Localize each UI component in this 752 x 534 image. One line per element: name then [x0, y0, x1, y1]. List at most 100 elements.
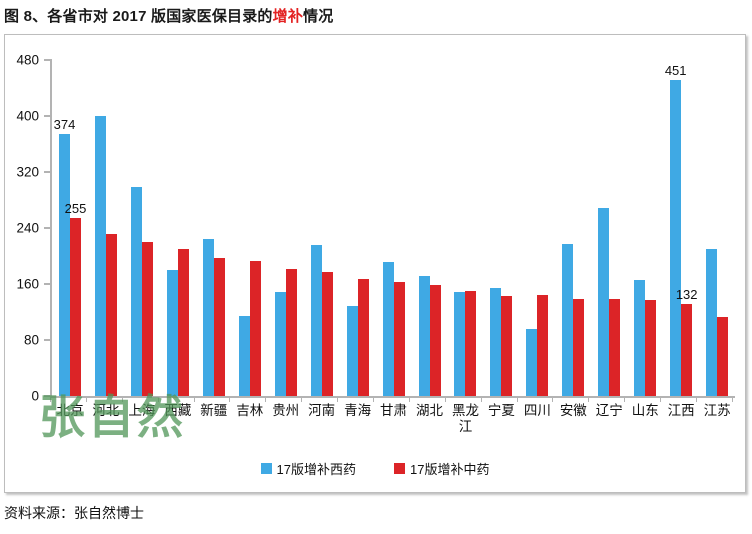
bar-tcm-甘肃: [393, 281, 405, 396]
bar-western-西藏: [166, 270, 178, 396]
bar-tcm-宁夏: [501, 295, 513, 396]
legend-item-western: 17版增补西药: [260, 459, 356, 478]
category-group-北京: 374 255: [52, 60, 88, 396]
x-axis-label-河北: 河北: [92, 403, 120, 418]
legend-item-tcm: 17版增补中药: [394, 459, 489, 478]
legend-swatch-western-icon: [260, 463, 272, 474]
y-tick-label-400: 400: [16, 108, 39, 124]
x-tick-mark: [87, 398, 123, 402]
x-tick-mark: [446, 398, 482, 402]
x-axis-label-四川: 四川: [523, 403, 551, 418]
x-axis-label-西藏: 西藏: [164, 403, 192, 418]
category-group-湖北: [412, 60, 448, 396]
bar-western-甘肃: [382, 261, 394, 396]
bar-tcm-新疆: [213, 258, 225, 396]
y-tick-label-240: 240: [16, 220, 39, 236]
x-axis-label-山东: 山东: [631, 403, 659, 418]
y-tick-mark: [44, 115, 52, 117]
bar-tcm-辽宁: [609, 299, 621, 396]
y-tick-label-320: 320: [16, 164, 39, 180]
bar-tcm-河南: [321, 272, 333, 396]
legend-swatch-tcm-icon: [394, 463, 405, 474]
x-axis-label-江苏: 江苏: [703, 403, 731, 418]
x-axis-label-吉林: 吉林: [236, 403, 264, 418]
bar-western-辽宁: [598, 207, 610, 396]
category-group-河北: [88, 60, 124, 396]
plot-area: 374 255 451 132: [44, 59, 735, 398]
data-label-北京-255: 255: [64, 200, 87, 216]
chart-title-highlight: 增补: [272, 8, 304, 25]
x-tick-mark: [625, 398, 662, 402]
bar-tcm-山东: [645, 300, 657, 396]
x-axis-label-河南: 河南: [308, 403, 336, 418]
y-axis-labels: 0 80 160 240 320 400 480: [5, 53, 45, 404]
y-tick-label-80: 80: [23, 332, 39, 348]
x-axis-label-甘肃: 甘肃: [380, 403, 408, 418]
bar-tcm-西藏: [177, 249, 189, 396]
bar-western-江西: 451: [665, 63, 687, 396]
bar-western-上海: [130, 186, 142, 396]
y-tick-mark: [44, 339, 52, 341]
y-tick-mark: [44, 283, 52, 285]
x-tick-mark: [697, 398, 733, 402]
bar-tcm-湖北: [429, 285, 441, 396]
y-tick-mark: [44, 227, 52, 229]
category-group-辽宁: [591, 60, 627, 396]
bar-western-黑龙江: [454, 292, 466, 396]
x-tick-mark: [518, 398, 554, 402]
bar-tcm-上海: [141, 242, 153, 396]
bar-tcm-吉林: [249, 260, 261, 396]
category-group-上海: [124, 60, 160, 396]
category-group-黑龙江: [447, 60, 483, 396]
x-tick-mark: [589, 398, 626, 402]
bar-western-安徽: [562, 244, 574, 396]
category-group-江西: 451 132: [663, 60, 699, 396]
bar-western-青海: [346, 305, 358, 396]
x-tick-mark: [661, 398, 698, 402]
category-group-吉林: [232, 60, 268, 396]
bar-western-新疆: [202, 239, 214, 396]
x-axis-label-江西: 江西: [667, 403, 695, 418]
bar-western-贵州: [274, 291, 286, 396]
x-axis-label-贵州: 贵州: [272, 403, 300, 418]
bar-tcm-河北: [105, 233, 117, 396]
bar-tcm-黑龙江: [465, 291, 477, 396]
x-tick-mark: [374, 398, 410, 402]
y-tick-mark: [44, 59, 52, 61]
category-group-山东: [627, 60, 663, 396]
x-axis-label-黑龙江: 黑龙江: [451, 403, 479, 434]
legend-label-western: 17版增补西药: [276, 462, 356, 477]
x-axis-label-上海: 上海: [128, 403, 156, 418]
x-tick-mark: [302, 398, 339, 402]
source-note: 资料来源：张自然博士: [4, 507, 144, 522]
x-axis-label-宁夏: 宁夏: [487, 403, 515, 418]
bar-tcm-江苏: [717, 316, 729, 396]
chart-frame: 0 80 160 240 320 400 480 374 255 451 132 北京 河北 上海 西藏…: [4, 34, 746, 493]
bar-tcm-四川: [537, 295, 549, 396]
y-tick-label-160: 160: [16, 276, 39, 292]
x-axis-label-辽宁: 辽宁: [595, 403, 623, 418]
bar-western-湖北: [418, 275, 430, 396]
x-tick-mark: [195, 398, 231, 402]
chart-title-prefix: 图 8、各省市对 2017 版国家医保目录的: [4, 8, 273, 25]
bar-western-四川: [526, 328, 538, 396]
x-tick-mark: [266, 398, 303, 402]
category-group-甘肃: [376, 60, 412, 396]
data-label-北京-374: 374: [53, 117, 76, 133]
x-axis-label-北京: 北京: [56, 403, 84, 418]
bar-western-吉林: [238, 315, 250, 396]
x-axis-label-湖北: 湖北: [416, 403, 443, 418]
bar-tcm-贵州: [285, 269, 297, 396]
bar-western-江苏: [706, 249, 718, 396]
category-group-安徽: [555, 60, 591, 396]
category-group-青海: [340, 60, 376, 396]
category-group-西藏: [160, 60, 196, 396]
bar-western-宁夏: [490, 288, 502, 396]
bar-western-北京: 374: [54, 117, 75, 396]
x-axis-label-安徽: 安徽: [559, 403, 587, 418]
data-label-江西-132: 132: [675, 286, 698, 302]
bar-western-河北: [94, 116, 106, 396]
category-group-新疆: [196, 60, 232, 396]
category-group-河南: [304, 60, 340, 396]
chart-title: 图 8、各省市对 2017 版国家医保目录的增补情况: [4, 5, 333, 26]
